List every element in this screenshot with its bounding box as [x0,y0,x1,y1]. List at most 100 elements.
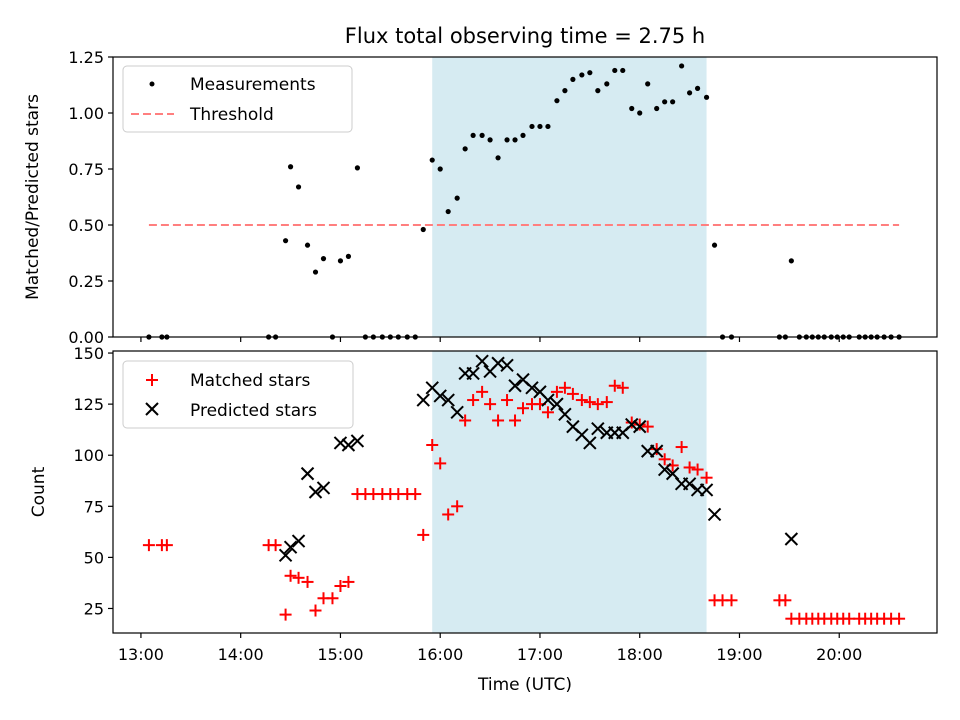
matched-star-point [608,379,621,392]
predicted-star-point [625,417,639,432]
measurement-point [479,132,485,138]
bottom-axes-frame [112,350,938,634]
measurement-point [537,123,543,130]
measurement-point [445,208,451,215]
predicted-star-point [699,483,714,497]
predicted-star-point [508,379,522,393]
measurement-point [462,146,468,152]
predicted-star-point [633,419,647,434]
predicted-star-point [500,358,514,373]
matched-star-point [558,381,571,394]
top-y-tick-label: 0.75 [68,160,104,179]
top-panel: 0.00 0.25 0.50 0.75 1.00 1.25 Matched/Predict… [23,48,938,347]
predicted-star-point [316,481,331,495]
top-y-axis-label: Matched/Predicted stars [23,94,43,300]
matched-star-point [566,387,579,400]
matched-star-point [426,439,439,451]
matched-star-point [583,396,596,409]
measurement-point [604,81,610,87]
measurement-point [612,67,618,74]
measurement-point [437,166,443,172]
predicted-star-point [682,477,697,491]
measurement-point [504,137,510,143]
measurement-point [337,258,344,264]
x-tick-label: 19:00 [716,645,762,664]
matched-star-point [517,402,530,415]
measurement-point [637,110,643,116]
matched-star-point [442,508,455,521]
measurement-point [470,132,476,138]
bottom-panel: 25 50 75 100 125 150 13:00 14:00 15:00 16:00 17:0… [29,344,938,695]
measurement-point [304,242,311,248]
predicted-star-point [450,405,464,420]
legend-measurements-label: Measurements [190,75,316,95]
predicted-star-point [341,438,356,452]
measurement-point [512,137,518,143]
measurement-point [282,238,289,244]
matched-star-point [301,575,314,588]
measurement-point [579,72,585,78]
measurement-point [529,123,535,130]
measurement-point [354,165,361,171]
bottom-observing-span [432,351,707,633]
predicted-star-point [441,393,455,407]
measurement-point [495,155,501,161]
matched-star-point [409,488,422,501]
measurement-point [620,67,626,74]
matched-star-point [501,394,514,407]
top-y-tick-label: 1.00 [68,104,104,123]
predicted-star-point [283,540,298,554]
measurement-point [645,81,651,87]
matched-star-point [509,414,522,427]
matched-star-point [893,612,906,625]
predicted-star-point [291,534,306,548]
predicted-star-point [550,397,564,411]
bottom-y-tick-label: 100 [73,446,104,465]
measurement-point [320,256,327,262]
measurement-point [703,94,710,100]
top-y-tick-label: 0.50 [68,216,104,235]
measurement-point [545,123,551,130]
matched-star-point [434,457,447,470]
predicted-star-point [308,485,323,499]
predicted-star-point [591,421,605,436]
measurement-point [420,226,426,233]
legend-matched-label: Matched stars [190,371,310,391]
measurement-point [570,76,576,82]
measurement-point [520,132,526,138]
top-y-tick-label: 1.25 [68,48,104,67]
chart-title: Flux total observing time = 2.75 h [345,24,705,48]
predicted-star-point [350,434,365,448]
matched-star-point [451,500,464,513]
bottom-y-tick-label: 150 [73,344,104,363]
matched-star-point [279,608,292,621]
matched-star-point [675,441,688,454]
matched-star-point [292,571,305,584]
measurement-point [629,105,635,112]
measurement-point [587,70,593,76]
matched-star-point [541,406,554,419]
top-observing-span [432,57,707,337]
bottom-y-tick-label: 25 [84,599,104,618]
x-tick-label: 17:00 [517,645,563,664]
top-legend: Measurements Threshold [122,65,353,133]
measurement-point [654,105,660,112]
measurement-point [788,258,794,264]
matched-star-point [650,443,663,456]
bottom-y-axis-label: Count [29,466,49,517]
x-tick-label: 20:00 [816,645,862,664]
x-axis-label: Time (UTC) [477,675,572,695]
measurement-point [562,88,568,94]
measurement-point [287,164,294,170]
top-y-tick-label: 0.25 [68,272,104,291]
matched-star-point [633,418,646,431]
predicted-star-point [300,466,315,481]
top-axes-frame [112,56,938,338]
matched-star-point [550,385,563,398]
predicted-star-point [333,436,348,450]
legend-measurement-marker [149,81,155,87]
matched-star-point [591,398,604,411]
x-tick-label: 15:00 [317,645,363,664]
measurement-point [487,137,493,143]
legend-matched-marker [146,374,158,386]
